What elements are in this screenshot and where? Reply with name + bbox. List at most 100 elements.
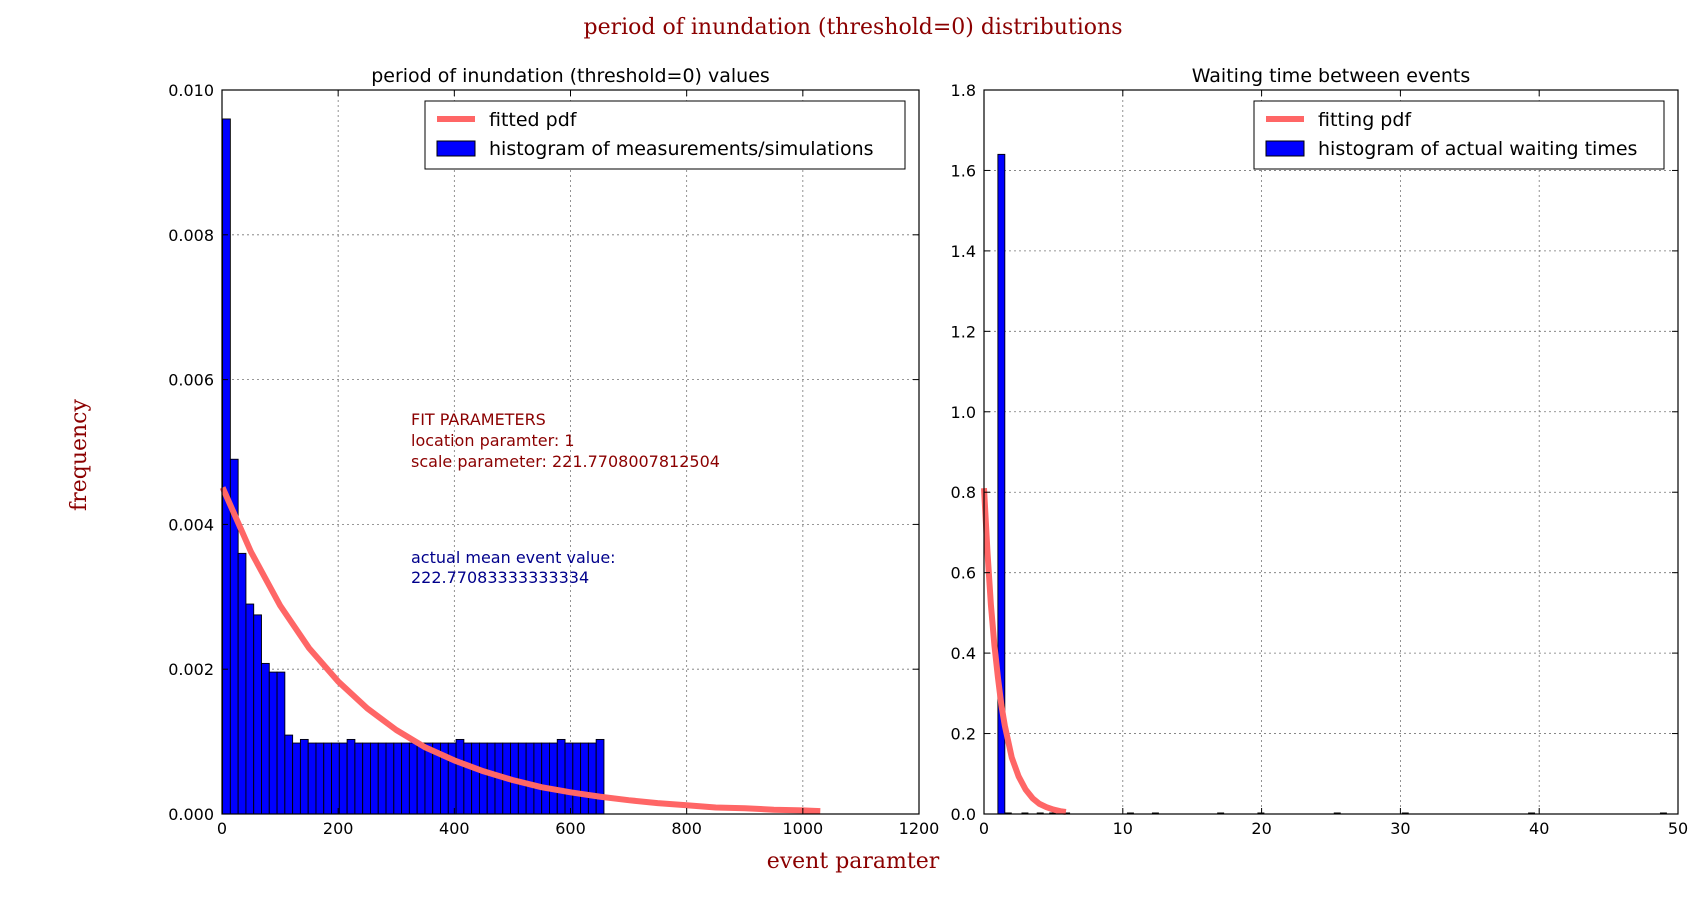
left-chart: 0 200 400 600 800 1000 1200 0.000 0.002 0.004 0.00… <box>168 65 939 838</box>
figure-x-label: event paramter <box>767 849 940 874</box>
left-chart-y-tick-label: 0.006 <box>168 371 214 390</box>
left-chart-histogram-bar <box>299 738 309 815</box>
right-chart-legend-label: histogram of actual waiting times <box>1318 138 1637 160</box>
left-chart-histogram-bar <box>572 742 582 815</box>
left-chart-x-tick-label: 800 <box>671 819 702 838</box>
left-chart-x-tick-label: 400 <box>439 819 470 838</box>
left-chart-y-tick-label: 0.010 <box>168 81 214 100</box>
left-chart-pdf-curve <box>219 486 821 815</box>
left-chart-histogram-bar <box>331 742 340 815</box>
right-chart-y-tick-label: 0.6 <box>951 564 976 583</box>
left-chart-histogram-bar <box>284 734 294 815</box>
right-chart-ticks: 0 10 20 30 40 50 0.0 0.2 0.4 0.6 0.8 1.0 1.2 1.4 1.6 1.… <box>951 81 1689 838</box>
left-chart-x-tick-label: 600 <box>555 819 586 838</box>
left-chart-histogram-bar <box>401 742 410 815</box>
left-chart-histogram-bar <box>408 742 418 815</box>
left-chart-histogram-bar <box>292 742 301 815</box>
right-chart-frame <box>983 89 1679 815</box>
right-chart-y-tick-label: 0.4 <box>951 644 976 663</box>
fit-scale-parameter: scale parameter: 221.7708007812504 <box>411 452 720 471</box>
fit-location-parameter: location paramter: 1 <box>411 431 575 450</box>
right-chart-x-tick-label: 30 <box>1390 819 1410 838</box>
left-chart-histogram-bar <box>323 742 332 815</box>
right-chart-x-tick-label: 20 <box>1251 819 1271 838</box>
left-chart-histogram-bar <box>245 603 255 815</box>
left-chart-legend: fitted pdf histogram of measurements/simu… <box>424 100 906 170</box>
left-chart-histogram-bar <box>580 742 589 815</box>
left-chart-histogram-bar <box>455 738 465 815</box>
right-chart-pdf-line <box>981 488 1067 815</box>
mean-event-value: 222.77083333333334 <box>411 568 589 587</box>
left-chart-histogram-bar <box>370 742 379 815</box>
left-chart-histogram-bar <box>253 614 262 815</box>
left-chart-title: period of inundation (threshold=0) value… <box>371 65 770 87</box>
left-chart-histogram-bar <box>549 742 558 815</box>
right-chart-grid <box>983 89 1679 815</box>
left-chart-histogram-bar <box>377 742 387 815</box>
right-chart-legend: fitting pdf histogram of actual waiting t… <box>1253 100 1665 170</box>
left-chart-histogram-bar <box>525 742 535 815</box>
right-chart: 0 10 20 30 40 50 0.0 0.2 0.4 0.6 0.8 1.0 1.2 1.4 1.6 1.… <box>951 65 1689 838</box>
left-chart-histogram-bar <box>362 742 371 815</box>
left-chart-histogram-bar <box>237 552 247 815</box>
left-chart-y-tick-label: 0.000 <box>168 805 214 824</box>
figure-y-label: frequency <box>67 398 92 510</box>
mean-event-label: actual mean event value: <box>411 548 616 567</box>
left-chart-histogram-bar <box>541 742 550 815</box>
right-chart-y-tick-label: 1.6 <box>951 161 976 180</box>
left-chart-histogram-bar <box>416 742 426 815</box>
left-chart-histogram-bar <box>338 742 348 815</box>
right-chart-x-tick-label: 10 <box>1113 819 1133 838</box>
right-chart-y-tick-label: 1.0 <box>951 403 976 422</box>
right-chart-title: Waiting time between events <box>1192 65 1471 87</box>
right-chart-legend-bar-swatch <box>1265 140 1305 157</box>
left-chart-y-tick-label: 0.002 <box>168 660 214 679</box>
left-chart-histogram-bar <box>315 742 325 815</box>
left-chart-histogram-bar <box>385 742 395 815</box>
left-chart-x-tick-label: 0 <box>217 819 227 838</box>
left-chart-histogram-bar <box>564 742 574 815</box>
right-chart-y-tick-label: 1.2 <box>951 322 976 341</box>
right-chart-x-tick-label: 40 <box>1529 819 1549 838</box>
left-chart-histogram <box>222 118 605 815</box>
right-chart-y-tick-label: 0.2 <box>951 725 976 744</box>
fit-parameters-title: FIT PARAMETERS <box>411 410 546 429</box>
left-chart-histogram-bar <box>595 738 605 815</box>
left-chart-histogram-bar <box>556 738 566 815</box>
left-chart-x-tick-label: 200 <box>323 819 354 838</box>
right-chart-pdf-curve <box>981 488 1067 815</box>
left-chart-x-tick-label: 1000 <box>782 819 823 838</box>
left-chart-histogram-bar <box>276 671 286 815</box>
left-chart-histogram-bar <box>486 742 496 815</box>
left-chart-y-tick-label: 0.004 <box>168 515 214 534</box>
right-chart-y-tick-label: 0.8 <box>951 483 976 502</box>
right-chart-y-tick-label: 0.0 <box>951 805 976 824</box>
left-chart-ticks: 0 200 400 600 800 1000 1200 0.000 0.002 0.004 0.00… <box>168 81 939 838</box>
left-chart-histogram-bar <box>463 742 473 815</box>
right-chart-x-tick-label: 50 <box>1668 819 1688 838</box>
left-chart-y-tick-label: 0.008 <box>168 226 214 245</box>
left-chart-histogram-bar <box>587 742 597 815</box>
left-chart-histogram-bar <box>354 742 364 815</box>
left-chart-histogram-bar <box>424 742 434 815</box>
left-chart-histogram-bar <box>478 742 488 815</box>
left-chart-histogram-bar <box>261 662 270 815</box>
left-chart-legend-box <box>424 100 906 170</box>
right-chart-histogram <box>997 153 1667 815</box>
left-chart-legend-bar-swatch <box>436 140 476 157</box>
left-chart-histogram-bar <box>346 738 356 815</box>
left-chart-histogram-bar <box>471 742 480 815</box>
right-chart-y-tick-label: 1.8 <box>951 81 976 100</box>
left-chart-histogram-bar <box>268 671 278 815</box>
left-chart-histogram-bar <box>393 742 403 815</box>
right-chart-legend-box <box>1253 100 1665 170</box>
left-chart-legend-label: histogram of measurements/simulations <box>489 138 874 160</box>
right-chart-y-tick-label: 1.4 <box>951 242 976 261</box>
left-chart-histogram-bar <box>533 742 543 815</box>
left-chart-pdf-line <box>219 486 821 815</box>
left-chart-legend-label: fitted pdf <box>489 109 578 131</box>
left-chart-histogram-bar <box>307 742 317 815</box>
left-chart-histogram-bar <box>447 742 457 815</box>
left-chart-histogram-bar <box>517 742 527 815</box>
